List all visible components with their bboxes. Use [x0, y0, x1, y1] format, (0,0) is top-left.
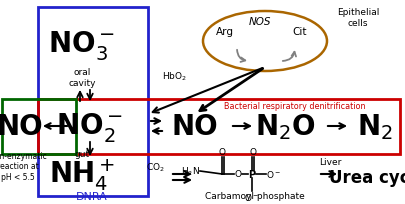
Text: DNRA: DNRA — [76, 191, 108, 201]
Text: Epithelial
cells: Epithelial cells — [337, 8, 379, 28]
Bar — [2, 100, 76, 154]
Text: Carbamoyl phosphate: Carbamoyl phosphate — [205, 192, 305, 201]
Text: N$_2$O: N$_2$O — [255, 112, 315, 141]
Bar — [38, 100, 400, 154]
Text: P: P — [248, 169, 256, 179]
Text: oral
cavity: oral cavity — [68, 68, 96, 87]
Text: H$_2$N: H$_2$N — [181, 165, 200, 177]
Text: NO: NO — [0, 112, 43, 140]
Text: Liver: Liver — [319, 158, 341, 167]
Text: NH$_4^+$: NH$_4^+$ — [49, 156, 115, 192]
Text: gut: gut — [75, 150, 90, 159]
Text: Non-enzymatic
reaction at
pH < 5.5: Non-enzymatic reaction at pH < 5.5 — [0, 151, 47, 181]
Text: HbO$_2$: HbO$_2$ — [162, 70, 188, 83]
Text: Cit: Cit — [293, 27, 307, 37]
Text: O$^-$: O$^-$ — [266, 169, 281, 180]
Bar — [38, 8, 148, 196]
Text: CO$_2$: CO$_2$ — [145, 161, 164, 173]
Text: Urea cycle: Urea cycle — [329, 168, 405, 186]
Text: Arg: Arg — [216, 27, 234, 37]
Text: N$_2$: N$_2$ — [357, 112, 393, 141]
Text: Bacterial respiratory denitrification: Bacterial respiratory denitrification — [224, 102, 366, 111]
Text: O: O — [234, 170, 241, 179]
Text: O: O — [219, 148, 226, 157]
Text: NO$_3^-$: NO$_3^-$ — [49, 28, 115, 61]
Text: NOS: NOS — [249, 17, 271, 27]
Text: O: O — [249, 148, 256, 157]
Text: O$^-$: O$^-$ — [245, 192, 260, 203]
Text: NO: NO — [172, 112, 218, 140]
Text: NO$_2^-$: NO$_2^-$ — [56, 110, 124, 143]
